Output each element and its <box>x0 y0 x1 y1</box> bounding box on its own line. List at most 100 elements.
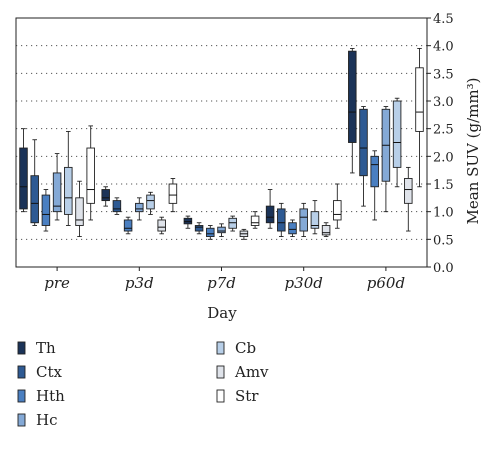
legend-item-th: Th <box>17 339 56 357</box>
legend-label: Ctx <box>36 363 63 381</box>
legend-label: Hth <box>36 387 65 405</box>
box-hth-pre <box>41 189 51 232</box>
box-ctx-p60d <box>359 106 368 207</box>
box-body <box>265 205 275 224</box>
box-hc-p30d <box>299 202 308 238</box>
legend: Th Ctx Hth Hc Cb Amv Str <box>17 339 269 429</box>
y-axis-title: Mean SUV (g/mm³) <box>464 78 482 225</box>
legend-item-str: Str <box>216 387 259 405</box>
box-str-pre <box>86 125 95 221</box>
box-str-p60d <box>415 47 424 188</box>
legend-swatch <box>216 365 225 379</box>
box-body <box>41 194 51 226</box>
box-hth-p30d <box>288 219 297 238</box>
y-tick-label: 2.0 <box>433 150 454 165</box>
y-tick-label: 4.5 <box>433 12 454 27</box>
box-body <box>310 211 320 229</box>
box-body <box>299 208 308 232</box>
box-th-pre <box>19 128 28 213</box>
box-body <box>250 215 260 226</box>
x-tick-label: p30d <box>285 274 323 292</box>
box-body <box>146 194 155 210</box>
box-body <box>64 166 73 215</box>
box-body <box>19 147 28 210</box>
box-hth-p3d <box>123 216 133 235</box>
legend-label: Cb <box>235 339 256 357</box>
box-body <box>157 219 166 232</box>
box-cb-p3d <box>146 191 155 215</box>
legend-swatch <box>216 389 225 403</box>
legend-label: Amv <box>234 363 269 381</box>
box-str-p30d <box>333 183 342 229</box>
x-tick-label: pre <box>44 274 70 292</box>
box-body <box>30 175 39 224</box>
box-body <box>101 189 110 202</box>
box-body <box>206 227 215 238</box>
box-body <box>112 200 122 213</box>
y-tick-label: 1.0 <box>433 206 454 221</box>
box-th-p3d <box>101 186 110 207</box>
x-axis: pre p3d p7d p30d p60d <box>44 267 405 292</box>
box-body <box>123 219 133 232</box>
box-body <box>217 226 226 234</box>
x-tick-label: p3d <box>125 274 154 292</box>
box-body <box>277 208 286 232</box>
x-tick-label: p7d <box>207 274 236 292</box>
box-str-p7d <box>250 211 260 229</box>
box-series-group <box>19 47 424 240</box>
box-cb-pre <box>64 130 73 226</box>
y-axis: 0.0 0.5 1.0 1.5 2.0 2.5 3.0 3.5 4.0 4.5 <box>427 12 454 276</box>
box-hc-p3d <box>135 197 144 221</box>
box-body <box>415 67 424 132</box>
box-amv-pre <box>75 180 84 238</box>
box-body <box>359 108 368 177</box>
box-body <box>228 217 237 229</box>
box-th-p7d <box>183 215 193 229</box>
box-th-p30d <box>265 189 275 229</box>
box-body <box>404 178 413 204</box>
box-body <box>321 225 331 236</box>
box-body <box>348 50 357 143</box>
y-tick-label: 3.5 <box>433 67 454 82</box>
box-amv-p3d <box>157 216 166 235</box>
box-body <box>392 100 402 168</box>
box-hc-pre <box>52 153 62 221</box>
y-tick-label: 0.5 <box>433 233 454 248</box>
box-amv-p30d <box>321 222 331 238</box>
box-ctx-p3d <box>112 197 122 215</box>
box-ctx-p30d <box>277 202 286 238</box>
y-tick-label: 2.5 <box>433 123 454 138</box>
y-tick-label: 4.0 <box>433 40 454 55</box>
box-body <box>370 155 379 188</box>
box-amv-p7d <box>239 228 249 240</box>
legend-swatch <box>17 389 26 403</box>
box-body <box>288 222 297 235</box>
box-ctx-pre <box>30 139 39 226</box>
box-amv-p60d <box>404 166 413 232</box>
legend-item-ctx: Ctx <box>17 363 63 381</box>
box-ctx-p7d <box>194 222 204 235</box>
legend-item-amv: Amv <box>216 363 269 381</box>
legend-swatch <box>17 341 26 355</box>
box-body <box>75 197 84 226</box>
box-hc-p60d <box>381 106 391 213</box>
box-cb-p60d <box>392 97 402 188</box>
box-str-p3d <box>168 178 178 213</box>
box-hth-p7d <box>206 225 215 240</box>
box-hth-p60d <box>370 150 379 221</box>
box-body <box>183 217 193 225</box>
legend-label: Str <box>235 387 259 405</box>
y-tick-label: 3.0 <box>433 95 454 110</box>
box-body <box>86 147 95 204</box>
box-body <box>333 200 342 221</box>
gridlines <box>16 45 427 240</box>
box-cb-p30d <box>310 200 320 235</box>
x-tick-label: p60d <box>367 274 405 292</box>
box-cb-p7d <box>228 215 237 232</box>
legend-swatch <box>17 413 26 427</box>
legend-item-cb: Cb <box>216 339 256 357</box>
y-tick-label: 0.0 <box>433 261 454 276</box>
legend-swatch <box>17 365 26 379</box>
